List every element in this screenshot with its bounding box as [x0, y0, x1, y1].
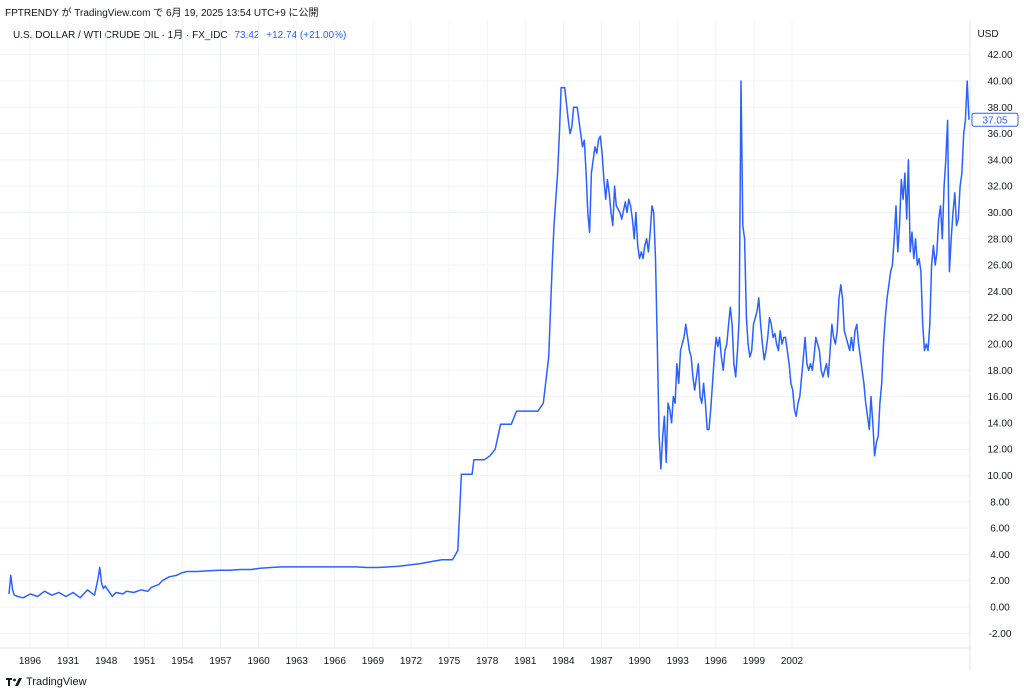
x-tick-label: 1993 [667, 656, 690, 667]
tradingview-footer: TradingView [6, 676, 87, 688]
currency-label: USD [977, 29, 998, 40]
x-tick-label: 1987 [590, 656, 613, 667]
x-tick-label: 1978 [476, 656, 499, 667]
x-tick-label: 1960 [247, 656, 270, 667]
x-tick-label: 1951 [133, 656, 156, 667]
x-tick-label: 1984 [552, 656, 575, 667]
x-tick-label: 1966 [324, 656, 347, 667]
y-tick-label: 20.00 [987, 340, 1012, 351]
y-tick-label: 24.00 [987, 287, 1012, 298]
publish-info: FPTRENDY が TradingView.com で 6月 19, 2025… [5, 8, 319, 19]
price-change: +12.74 (+21.00%) [266, 30, 347, 41]
x-tick-label: 1954 [171, 656, 194, 667]
symbol-legend: U.S. DOLLAR / WTI CRUDE OIL · 1月 · FX_ID… [13, 26, 346, 41]
x-tick-label: 1975 [438, 656, 461, 667]
y-tick-label: 42.00 [987, 50, 1012, 61]
x-tick-label: 1999 [743, 656, 766, 667]
footer-brand: TradingView [26, 676, 87, 688]
last-price: 73.42 [234, 30, 260, 41]
tradingview-logo-icon [6, 677, 22, 687]
y-tick-label: 0.00 [990, 603, 1010, 614]
y-tick-label: 16.00 [987, 392, 1012, 403]
y-tick-label: 28.00 [987, 234, 1012, 245]
y-tick-label: 14.00 [987, 418, 1012, 429]
y-tick-label: 10.00 [987, 471, 1012, 482]
x-tick-label: 1931 [57, 656, 80, 667]
y-tick-label: -2.00 [989, 629, 1012, 640]
y-tick-label: 36.00 [987, 129, 1012, 140]
x-tick-label: 2002 [781, 656, 804, 667]
y-tick-label: 12.00 [987, 445, 1012, 456]
y-tick-label: 34.00 [987, 155, 1012, 166]
y-tick-label: 2.00 [990, 576, 1010, 587]
price-line [8, 80, 970, 599]
y-tick-label: 32.00 [987, 182, 1012, 193]
y-tick-label: 8.00 [990, 497, 1010, 508]
current-price-value: 37.05 [982, 115, 1007, 126]
symbol-title: U.S. DOLLAR / WTI CRUDE OIL · 1月 · FX_ID… [13, 30, 228, 41]
x-tick-label: 1972 [400, 656, 423, 667]
x-tick-label: 1969 [362, 656, 385, 667]
y-tick-label: 22.00 [987, 313, 1012, 324]
current-price-tag [971, 112, 1019, 127]
x-tick-label: 1963 [286, 656, 309, 667]
y-tick-label: 6.00 [990, 524, 1010, 535]
y-tick-label: 40.00 [987, 77, 1012, 88]
y-tick-label: 26.00 [987, 261, 1012, 272]
y-tick-label: 18.00 [987, 366, 1012, 377]
x-tick-label: 1957 [209, 656, 232, 667]
x-tick-label: 1896 [19, 656, 42, 667]
y-tick-label: 38.00 [987, 103, 1012, 114]
y-tick-label: 4.00 [990, 550, 1010, 561]
y-tick-label: 30.00 [987, 208, 1012, 219]
x-tick-label: 1948 [95, 656, 118, 667]
x-tick-label: 1981 [514, 656, 537, 667]
x-tick-label: 1996 [705, 656, 728, 667]
x-tick-label: 1990 [628, 656, 651, 667]
